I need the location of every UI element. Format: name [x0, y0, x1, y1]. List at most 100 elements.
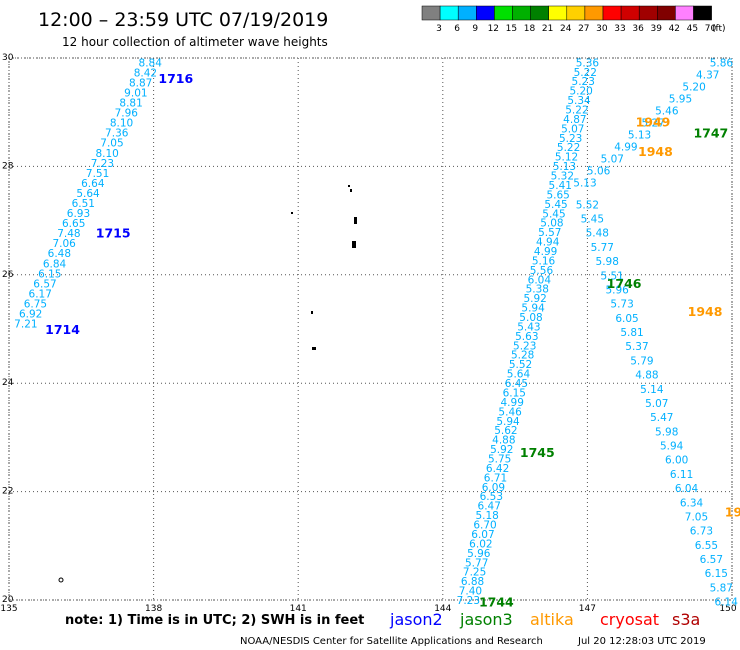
swh-value: 6.15	[705, 568, 728, 580]
swh-value: 5.65	[546, 189, 569, 201]
swh-value: 5.47	[650, 412, 673, 424]
swh-value: 7.40	[459, 586, 482, 598]
lon-tick-label: 138	[145, 604, 162, 614]
swh-value: 5.27	[641, 117, 664, 129]
swh-value: 6.71	[484, 472, 507, 484]
swh-value: 8.81	[119, 98, 142, 110]
swh-value: 6.84	[43, 258, 67, 270]
swh-value: 8.42	[134, 67, 157, 79]
map-title: 12:00 – 23:59 UTC 07/19/2019	[38, 9, 328, 31]
swh-value: 5.94	[496, 416, 520, 428]
swh-value: 8.10	[95, 148, 118, 160]
altimeter-tracks: 8.848.428.879.018.817.968.107.367.058.10…	[14, 57, 738, 608]
swh-value: 5.23	[513, 340, 536, 352]
swh-value: 5.23	[559, 133, 582, 145]
swh-value: 4.88	[492, 435, 515, 447]
swh-value: 6.88	[461, 576, 484, 588]
swh-value: 6.00	[665, 455, 688, 467]
swh-value: 5.57	[538, 227, 561, 239]
swh-value: 5.18	[475, 510, 498, 522]
legend-label: 36	[632, 24, 644, 34]
swh-value: 5.94	[521, 303, 545, 315]
pass-label: 1715	[96, 226, 131, 241]
swh-value: 4.37	[696, 69, 719, 81]
lon-tick-label: 144	[434, 604, 451, 614]
swh-value: 5.79	[630, 355, 653, 367]
lat-tick-label: 20	[2, 595, 14, 605]
legend-swatch	[512, 5, 531, 21]
legend-swatch	[584, 5, 604, 21]
legend-label: 6	[454, 24, 460, 34]
swh-value: 7.36	[105, 128, 129, 140]
legend-swatch	[530, 5, 549, 21]
swh-value: 6.57	[700, 554, 723, 566]
swh-value: 5.07	[601, 154, 624, 166]
lon-tick-label: 150	[719, 604, 736, 614]
satellite-legend: jason2 jason3 altika cryosat s3a	[389, 610, 700, 629]
swh-value: 7.06	[52, 238, 76, 250]
swh-value: 6.04	[675, 483, 699, 495]
swh-value: 5.51	[600, 270, 623, 282]
swh-value: 5.46	[655, 105, 679, 117]
legend-label: 12	[488, 24, 499, 34]
footer-timestamp: Jul 20 12:28:03 UTC 2019	[577, 636, 706, 647]
swh-value: 5.37	[625, 341, 648, 353]
swh-value: 6.70	[473, 520, 496, 532]
swh-value: 7.51	[86, 168, 109, 180]
swh-value: 5.13	[553, 161, 576, 173]
swh-value: 7.05	[100, 138, 123, 150]
swh-value: 6.51	[72, 198, 95, 210]
swh-value: 6.57	[33, 278, 56, 290]
swh-value: 5.45	[581, 214, 604, 226]
legend-swatch	[476, 5, 495, 21]
map-subtitle: 12 hour collection of altimeter wave hei…	[62, 35, 328, 49]
swh-value: 5.41	[549, 180, 572, 192]
swh-value: 5.92	[490, 444, 513, 456]
lat-tick-label: 22	[2, 487, 13, 497]
swh-value: 5.86	[710, 57, 734, 69]
legend-label: 3	[436, 24, 442, 34]
swh-value: 5.32	[551, 171, 574, 183]
swh-value: 8.10	[110, 118, 133, 130]
swh-value: 6.73	[690, 526, 713, 538]
legend-swatch	[693, 5, 712, 21]
swh-value: 6.17	[29, 288, 52, 300]
swh-value: 5.92	[523, 293, 546, 305]
pass-label: 1714	[45, 322, 80, 337]
pass-label: 1949	[636, 114, 671, 129]
swh-value: 5.75	[488, 454, 511, 466]
swh-value: 5.22	[557, 142, 580, 154]
legend-label: 21	[542, 24, 553, 34]
lat-tick-label: 30	[2, 53, 14, 63]
island-outlines	[58, 185, 357, 583]
footer-credit: NOAA/NESDIS Center for Satellite Applica…	[240, 636, 543, 647]
swh-value: 7.23	[457, 595, 480, 607]
swh-value: 5.08	[540, 218, 563, 230]
swh-value: 6.75	[24, 298, 47, 310]
swh-value: 5.45	[544, 199, 567, 211]
swh-value: 5.13	[573, 178, 596, 190]
swh-value: 5.94	[660, 441, 684, 453]
swh-value: 5.28	[511, 350, 534, 362]
swh-value: 5.23	[572, 76, 595, 88]
swh-value: 7.48	[57, 228, 80, 240]
swh-value: 5.08	[519, 312, 542, 324]
swh-value: 5.36	[576, 57, 600, 69]
swh-value: 5.98	[596, 256, 619, 268]
legend-label: 18	[524, 24, 536, 34]
swh-value: 5.96	[467, 548, 491, 560]
lon-tick-label: 147	[579, 604, 596, 614]
swh-value: 6.05	[615, 313, 638, 325]
swh-value: 5.07	[645, 398, 668, 410]
swh-value: 6.09	[482, 482, 505, 494]
legend-swatch	[620, 5, 640, 21]
pass-label: 1716	[158, 71, 193, 86]
swh-value: 6.48	[48, 248, 71, 260]
swh-value: 5.07	[561, 123, 584, 135]
swh-value: 6.45	[505, 378, 528, 390]
swh-value: 6.07	[471, 529, 494, 541]
swh-value: 5.98	[655, 426, 678, 438]
swh-value: 9.01	[124, 87, 147, 99]
swh-value: 5.34	[567, 95, 591, 107]
